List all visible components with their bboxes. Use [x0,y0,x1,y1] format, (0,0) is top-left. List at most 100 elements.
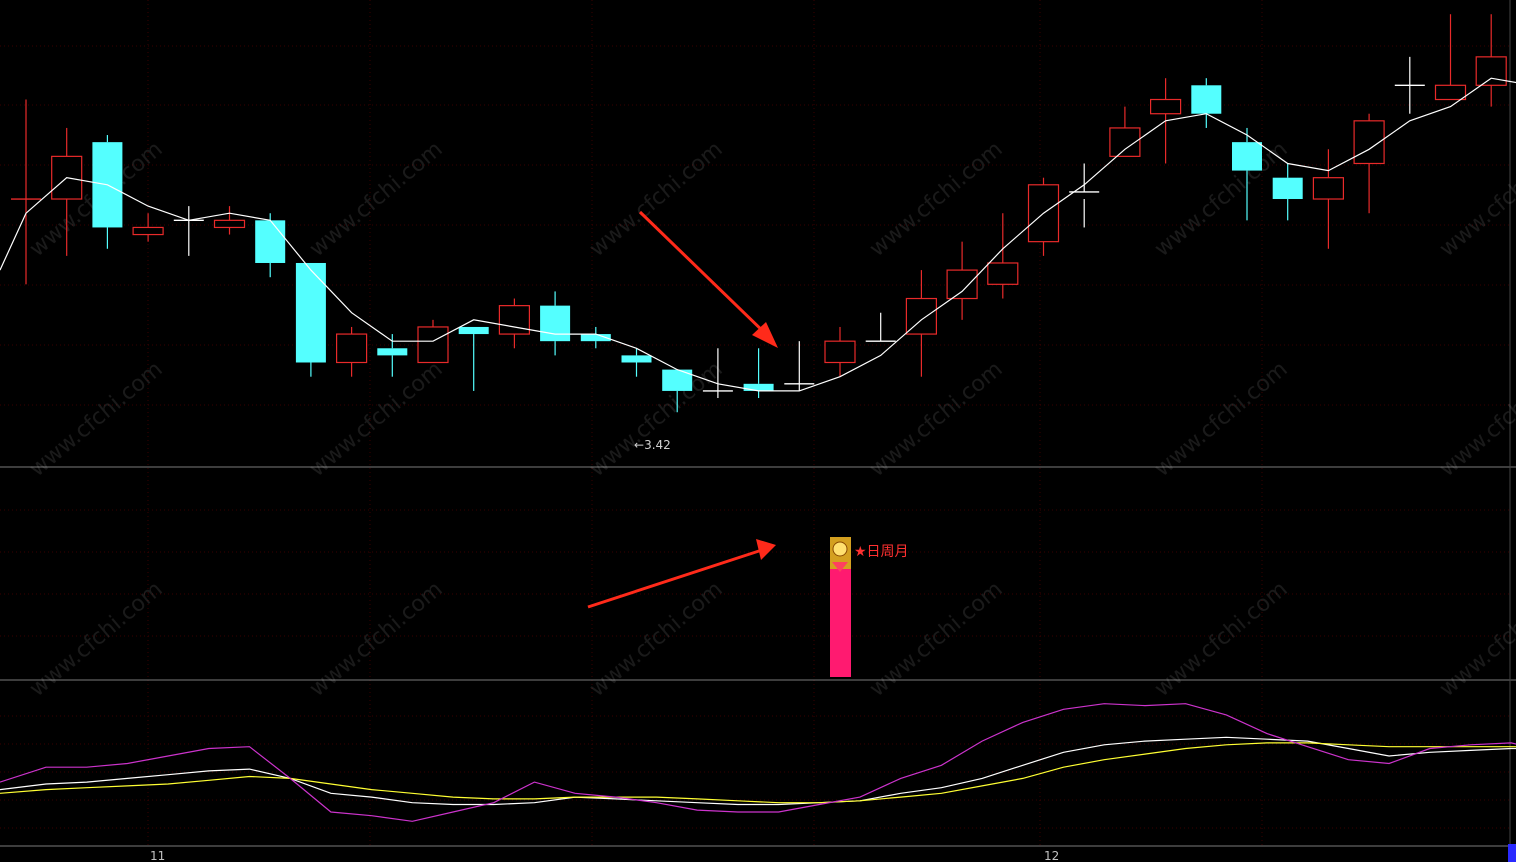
candlestick [173,206,204,256]
candle-body-up [1434,84,1467,101]
candlestick [295,262,326,377]
candle-body-down [255,220,286,263]
watermark-text: www.cfchi.com [1150,577,1292,702]
watermark-text: www.cfchi.com [1435,357,1516,482]
kdj-line-k [0,736,1516,806]
watermark-text: www.cfchi.com [1435,137,1516,262]
candlestick [1434,14,1467,101]
candlestick [498,298,530,349]
candle-body-up [987,262,1019,285]
candlestick [1312,149,1345,249]
badge-coin [832,541,848,557]
x-axis: 11 12 [150,849,1059,862]
candlestick [784,341,815,391]
candlestick [946,241,978,320]
candlestick [824,326,856,377]
watermark-text: www.cfchi.com [305,357,447,482]
candlestick [417,319,449,364]
candlestick [336,326,368,377]
candle-body-down [1191,85,1222,114]
candle-body-up [1475,56,1507,86]
candle-body-up [824,340,856,364]
candlestick [1394,56,1425,114]
candlestick [987,213,1019,299]
candle-body-down [458,326,489,335]
candle-body-down [540,305,571,342]
candlestick [1069,163,1100,228]
candlestick [1191,78,1222,128]
candlestick [255,213,286,278]
signal-badge-icon [830,537,851,572]
watermark-text: www.cfchi.com [1435,577,1516,702]
candlestick [662,369,693,413]
candle-body-down [377,348,408,356]
arrow-head [756,539,776,560]
arrow-annotation-price [638,210,778,348]
signal-panel[interactable]: ★日周月 [587,537,909,677]
candlestick [213,206,246,235]
candle-body-up [213,219,246,229]
moving-average-line [0,77,1516,392]
candlestick [458,326,489,391]
candlestick [92,135,123,249]
candle-body-down [1272,177,1303,200]
watermark-text: www.cfchi.com [25,577,167,702]
candle-body-up [1312,177,1345,200]
candlestick [865,312,896,342]
date-label-nov: 11 [150,849,165,862]
low-price-marker: ←3.42 [634,438,671,452]
watermark-text: www.cfchi.com [585,577,727,702]
watermark-text: www.cfchi.com [305,577,447,702]
candlestick [377,334,408,377]
candle-body-up [498,305,530,335]
watermark-text: www.cfchi.com [305,137,447,262]
candle-body-down [1232,142,1262,171]
candlestick [1232,127,1262,221]
candlestick [743,348,774,399]
signal-label: ★日周月 [854,544,909,560]
candlestick [540,291,571,356]
candlestick [1475,14,1507,107]
watermark-text: www.cfchi.com [865,137,1007,262]
watermark-text: www.cfchi.com [865,357,1007,482]
candlestick [1149,78,1182,164]
candle-body-up [417,326,449,364]
watermark-text: www.cfchi.com [1150,357,1292,482]
candle-body-down [743,383,774,391]
date-label-dec: 12 [1044,849,1059,862]
badge-ribbon [832,562,848,572]
candle-body-up [946,269,978,300]
candlestick [621,348,652,377]
candle-body-down [295,262,326,363]
candlestick [580,326,611,349]
candle-body-up [336,333,368,364]
candlestick [132,213,164,242]
low-price-value: 3.42 [644,438,671,452]
price-panel[interactable] [0,14,1516,413]
arrow-head [752,322,778,348]
kdj-line-d [0,742,1516,804]
candle-body-up [1149,98,1182,115]
candlestick [1272,163,1303,221]
signal-bar [830,555,851,677]
arrow-shaft [587,548,763,609]
watermark-text: www.cfchi.com [865,577,1007,702]
candle-body-down [580,334,611,342]
annotations: ←3.42 [634,438,671,452]
candlestick [1027,177,1060,256]
candle-body-down [662,369,693,391]
scroll-indicator [1508,844,1516,862]
kdj-line-j [0,703,1516,822]
arrow-annotation-signal [587,539,776,609]
watermarks: www.cfchi.com www.cfchi.com www.cfchi.com w… [25,137,1516,702]
kdj-panel[interactable] [0,703,1516,862]
candle-body-up [132,226,164,236]
candle-body-down [621,355,652,363]
watermark-text: www.cfchi.com [25,357,167,482]
candlestick [905,270,938,377]
watermark-text: www.cfchi.com [1150,137,1292,262]
arrow-shaft [638,210,770,338]
candlestick [1353,113,1385,214]
